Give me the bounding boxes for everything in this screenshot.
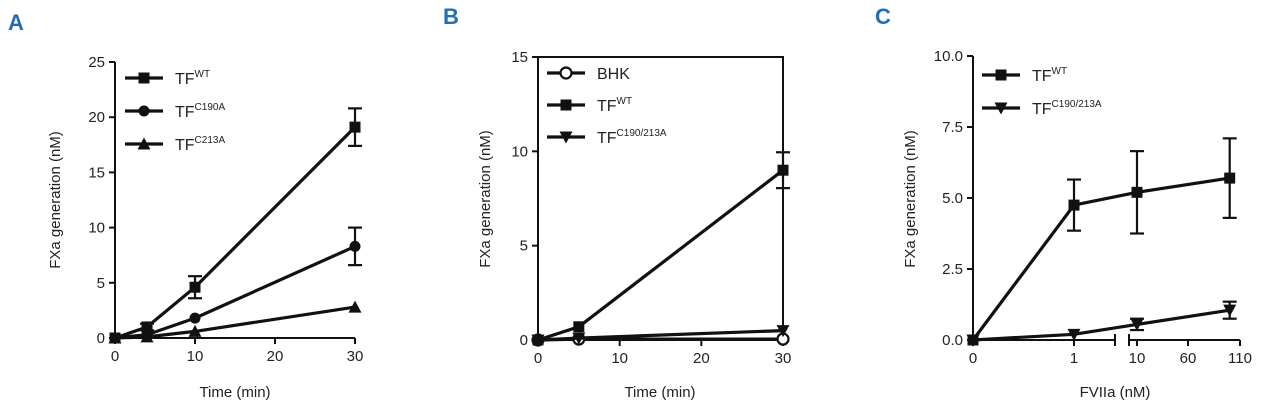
panel-letter-a: A — [8, 10, 24, 35]
panel-b-legend-name: TF — [597, 130, 617, 147]
panel-c-legend-label: TFWT — [1032, 66, 1067, 85]
panel-b-x-tick-label: 0 — [534, 350, 542, 367]
panel-b-x-tick-label: 20 — [693, 350, 710, 367]
panel-c-y-tick-label: 10.0 — [934, 48, 963, 65]
panel-b-legend-name: BHK — [597, 66, 630, 83]
panel-b-y-axis-title: FXa generation (nM) — [477, 130, 494, 268]
panel-a-y-tick-label: 0 — [97, 330, 105, 347]
panel-c-y-tick-label: 5.0 — [942, 190, 963, 207]
panel-c-series-2-line — [972, 308, 1230, 342]
panel-b-series-2-line — [537, 168, 784, 342]
panel-b-legend-superscript: C190/213A — [617, 128, 667, 139]
panel-c-x-axis-break — [1115, 337, 1129, 343]
panel-c-series-1-point — [1068, 199, 1080, 211]
panel-c-series-2-point — [1223, 304, 1237, 317]
panel-a-legend-label: TFC213A — [175, 135, 225, 154]
panel-a-series-3-point — [188, 324, 202, 337]
panel-c-x-tick-label: 10 — [1129, 350, 1146, 367]
panel-b-legend-name: TF — [597, 98, 617, 115]
panel-c-series-1-point — [1131, 186, 1143, 198]
panel-b-legend-marker — [560, 99, 572, 111]
panel-letter-c: C — [875, 4, 891, 29]
panel-a-legend-label: TFC190A — [175, 102, 225, 121]
panel-c-legend-marker — [995, 69, 1007, 81]
panel-b-series-3-point — [572, 332, 586, 345]
panel-a-y-tick-label: 20 — [88, 109, 105, 126]
panel-c-legend-superscript: C190/213A — [1052, 99, 1102, 110]
panel-b-series-2-point — [573, 321, 585, 333]
panel-a-x-tick-label: 30 — [347, 348, 364, 365]
panel-a-y-tick-label: 15 — [88, 164, 105, 181]
panel-a-y-tick-label: 25 — [88, 54, 105, 71]
panel-a-x-tick-label: 0 — [111, 348, 119, 365]
panel-a-y-tick-label: 5 — [97, 275, 105, 292]
panel-b-legend-label: TFWT — [597, 96, 632, 115]
panel-a-legend-name: TF — [175, 104, 195, 121]
panel-c-x-tick-label: 110 — [1228, 350, 1252, 367]
panel-c-series-2-point — [1067, 328, 1081, 341]
panel-letter-b: B — [443, 4, 459, 29]
panel-c-series-1-point — [1224, 172, 1236, 184]
panel-b-x-tick-label: 30 — [775, 350, 792, 367]
panel-a-legend-marker — [138, 72, 150, 84]
panel-c-legend-marker — [994, 102, 1008, 115]
panel-a-legend-marker — [137, 137, 151, 150]
panel-a-series-3-line — [114, 305, 356, 340]
panel-a-series-3-point — [140, 330, 154, 343]
panel-a-series-1-line — [114, 125, 357, 340]
panel-b-series-3-point — [531, 334, 545, 347]
panel-a-legend-superscript: C190A — [195, 102, 226, 113]
panel-a-y-tick-label: 10 — [88, 220, 105, 237]
panel-c-y-axis-title: FXa generation (nM) — [902, 130, 919, 268]
panel-a-legend-name: TF — [175, 137, 195, 154]
panel-c-y-tick-label: 0.0 — [942, 332, 963, 349]
panel-b-legend-marker — [559, 131, 573, 144]
panel-a-x-tick-label: 10 — [187, 348, 204, 365]
panel-a-legend-name: TF — [175, 71, 195, 88]
panel-b-y-tick-label: 0 — [520, 332, 528, 349]
panel-a-legend-superscript: C213A — [195, 135, 226, 146]
panel-b-series-3-point — [776, 325, 790, 338]
panel-a-series-1-point — [349, 121, 361, 133]
panel-a-series-1-point — [189, 281, 201, 293]
panel-c-series-1-line — [971, 176, 1230, 341]
panel-c-x-tick-label: 60 — [1180, 350, 1197, 367]
panel-a-legend-marker — [138, 105, 150, 117]
panel-c-legend-superscript: WT — [1052, 66, 1068, 77]
panel-b-legend-marker — [559, 66, 573, 80]
panel-b-legend-label: BHK — [597, 66, 630, 83]
panel-b-legend-superscript: WT — [617, 96, 633, 107]
panel-c-y-tick-label: 7.5 — [942, 119, 963, 136]
panel-b-series-2-point — [777, 164, 789, 176]
panel-b-legend-label: TFC190/213A — [597, 128, 667, 147]
panel-a-x-tick-label: 20 — [267, 348, 284, 365]
panel-c-x-tick-label: 1 — [1070, 350, 1078, 367]
panel-c-y-tick-label: 2.5 — [942, 261, 963, 278]
panel-a-legend-superscript: WT — [195, 69, 211, 80]
panel-a-legend-label: TFWT — [175, 69, 210, 88]
panel-a-series-2-point — [189, 312, 201, 324]
panel-a-x-axis-title: Time (min) — [199, 384, 270, 401]
panel-a-y-axis-title: FXa generation (nM) — [47, 131, 64, 269]
panel-c-legend-name: TF — [1032, 68, 1052, 85]
panel-b-y-tick-label: 10 — [511, 143, 528, 160]
panel-a-series-3-point — [108, 331, 122, 344]
panel-c-x-axis-title: FVIIa (nM) — [1080, 384, 1151, 401]
panel-a-series-2-point — [349, 240, 361, 252]
panel-b-y-tick-label: 5 — [520, 238, 528, 255]
panel-a-series-1-point — [141, 321, 153, 333]
panel-c-series-2-point — [1130, 318, 1144, 331]
panel-c-legend-label: TFC190/213A — [1032, 99, 1102, 118]
panel-c-legend-name: TF — [1032, 101, 1052, 118]
panel-c-x-tick-label: 0 — [969, 350, 977, 367]
panel-b-y-tick-label: 15 — [511, 49, 528, 66]
panel-a-series-3-point — [348, 300, 362, 313]
panel-b-x-axis-title: Time (min) — [624, 384, 695, 401]
panel-b-x-tick-label: 10 — [611, 350, 628, 367]
panel-c-series-2-point — [966, 334, 980, 347]
